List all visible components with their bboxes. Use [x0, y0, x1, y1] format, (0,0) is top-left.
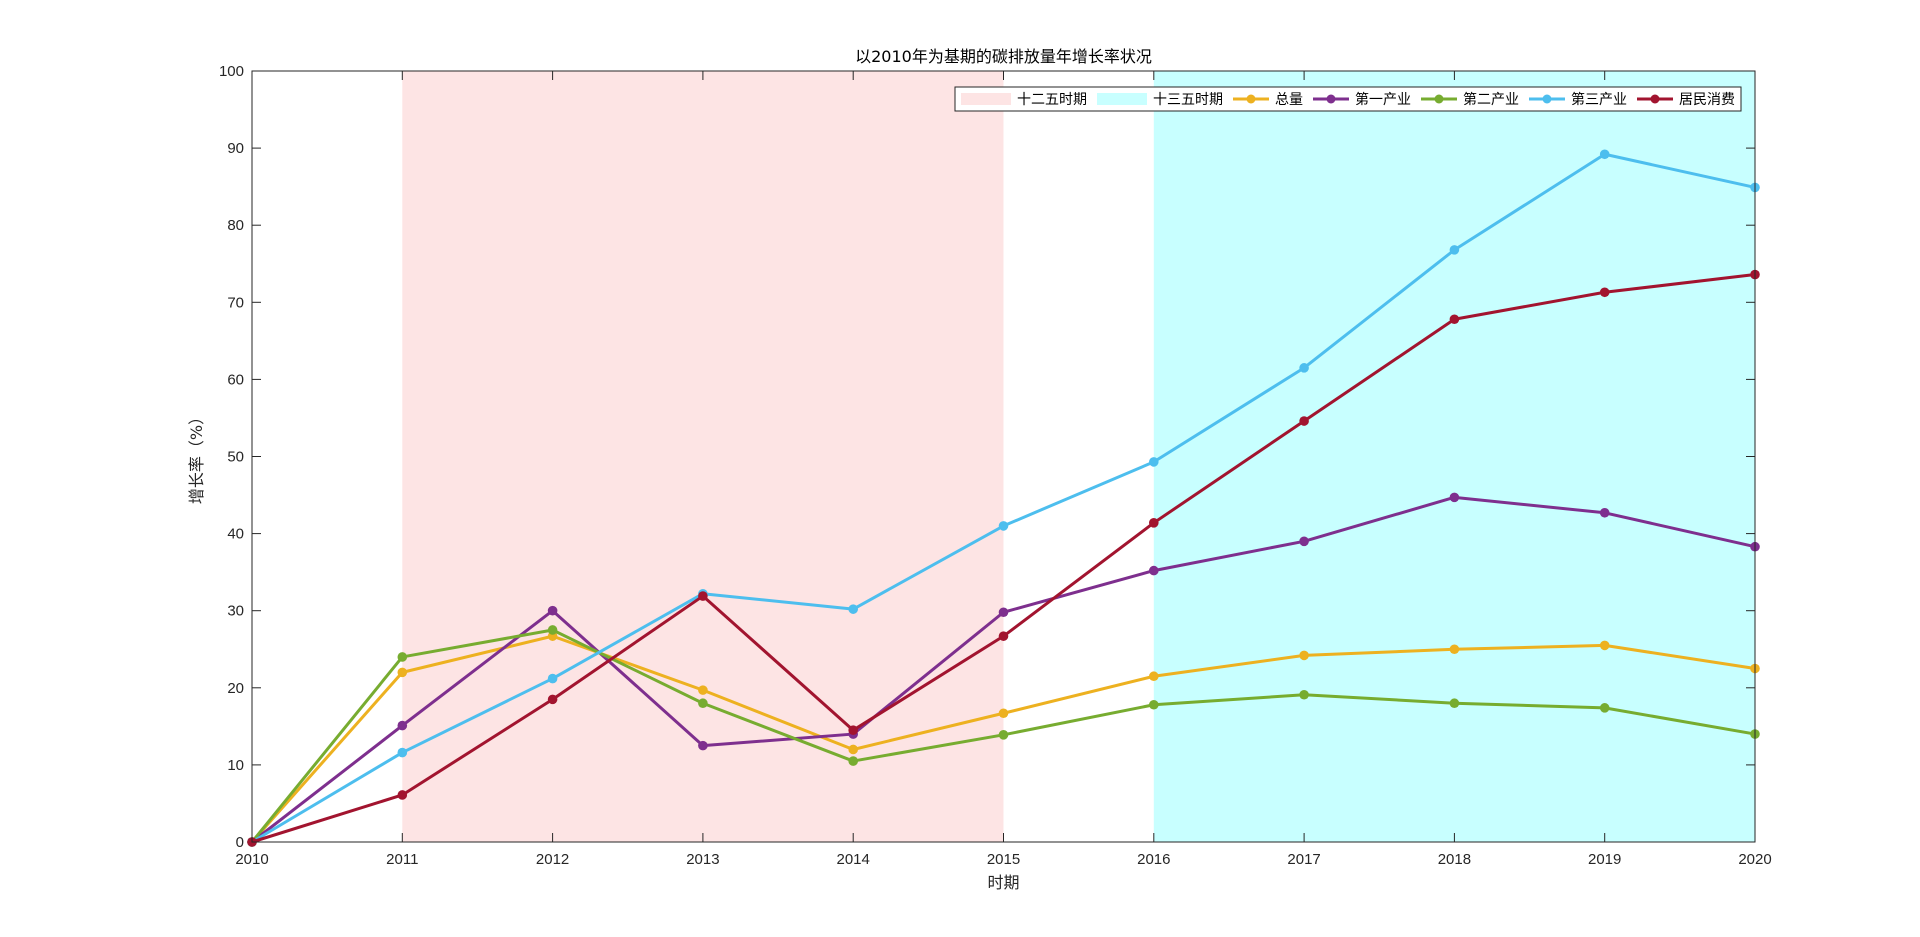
legend-entry-4: 第一产业	[1313, 91, 1411, 108]
x-tick-label: 2015	[987, 851, 1020, 868]
y-tick-label: 60	[227, 371, 244, 388]
data-point	[848, 756, 858, 766]
data-point	[1449, 492, 1460, 503]
data-point	[397, 747, 408, 758]
data-point	[1149, 457, 1159, 467]
legend-entry-1: 十二五时期	[961, 92, 1087, 108]
series-3	[247, 625, 1760, 847]
legend-label: 总量	[1275, 92, 1303, 108]
legend-label: 十三五时期	[1153, 92, 1223, 108]
data-point	[698, 591, 708, 601]
data-point	[1299, 689, 1309, 700]
data-point	[1449, 698, 1460, 709]
y-tick-label: 90	[227, 140, 244, 157]
data-point	[698, 698, 708, 709]
x-tick-label: 2018	[1438, 851, 1471, 868]
x-tick-label: 2020	[1738, 851, 1771, 868]
data-point	[1449, 314, 1460, 325]
data-point	[848, 604, 858, 614]
y-tick-label: 50	[227, 449, 244, 466]
data-point	[1149, 699, 1159, 710]
data-point	[998, 631, 1009, 641]
legend-swatch	[1233, 94, 1269, 104]
legend-swatch	[1421, 94, 1457, 104]
data-point	[848, 744, 858, 755]
period-band-2	[1153, 71, 1755, 842]
x-tick-label: 2013	[686, 851, 719, 868]
y-tick-label: 80	[227, 217, 244, 234]
data-point	[1149, 518, 1159, 528]
y-tick-label: 20	[227, 680, 244, 697]
data-point	[397, 652, 408, 662]
legend-swatch	[1637, 94, 1673, 104]
legend-label: 第一产业	[1355, 91, 1411, 108]
legend-swatch	[1097, 93, 1147, 105]
data-point	[547, 625, 558, 635]
legend-entry-2: 十三五时期	[1097, 92, 1223, 108]
x-tick-label: 2010	[235, 851, 268, 868]
data-point	[547, 673, 558, 684]
legend-entry-5: 第二产业	[1421, 91, 1519, 108]
y-tick-label: 0	[236, 834, 244, 851]
x-tick-label: 2019	[1588, 851, 1621, 868]
data-point	[998, 607, 1009, 618]
axes: 2010 2011 2012 2013 2014 2015 2016 2017 2018 2019…	[219, 63, 1772, 868]
series-lines	[247, 149, 1760, 847]
x-tick-label: 2012	[536, 851, 569, 868]
data-point	[1299, 650, 1309, 661]
data-point	[1149, 671, 1159, 682]
chart-title: 以2010年为基期的碳排放量年增长率状况	[855, 47, 1152, 66]
data-point	[698, 685, 708, 695]
x-tick-label: 2016	[1137, 851, 1170, 868]
period-band-1	[402, 71, 1004, 842]
y-tick-label: 30	[227, 603, 244, 620]
legend-label: 十二五时期	[1017, 92, 1087, 108]
data-point	[698, 740, 708, 751]
legend-label: 居民消费	[1679, 92, 1735, 108]
data-point	[1299, 536, 1309, 547]
data-point	[998, 708, 1009, 719]
legend: 十二五时期 十三五时期 总量 第一产业 第二产业 第三产业 居民消费	[954, 86, 1742, 112]
data-point	[1299, 363, 1309, 373]
x-tick-label: 2017	[1287, 851, 1320, 868]
data-point	[1599, 149, 1610, 160]
data-point	[547, 694, 558, 705]
data-point	[998, 730, 1009, 740]
data-point	[547, 605, 558, 616]
legend-swatch	[961, 93, 1011, 105]
data-point	[1449, 245, 1460, 255]
y-axis-title: 增长率（%）	[187, 409, 206, 504]
data-point	[397, 667, 408, 678]
data-point	[1149, 565, 1159, 576]
legend-label: 第三产业	[1571, 91, 1627, 108]
data-point	[1599, 640, 1610, 651]
legend-swatch	[1529, 94, 1565, 104]
y-tick-label: 70	[227, 294, 244, 311]
data-point	[397, 790, 408, 800]
data-point	[1299, 416, 1309, 426]
x-tick-label: 2011	[386, 851, 418, 868]
legend-swatch	[1313, 94, 1349, 104]
x-tick-label: 2014	[837, 851, 870, 868]
y-tick-label: 40	[227, 526, 244, 543]
data-point	[1449, 644, 1460, 655]
y-tick-label: 10	[227, 757, 244, 774]
data-point	[1599, 287, 1610, 298]
y-tick-label: 100	[219, 63, 244, 80]
data-point	[998, 521, 1009, 531]
legend-entry-3: 总量	[1233, 92, 1303, 108]
legend-entry-6: 第三产业	[1529, 91, 1627, 108]
data-point	[397, 720, 408, 731]
data-point	[1599, 703, 1610, 713]
data-point	[848, 725, 858, 736]
data-point	[1599, 507, 1610, 518]
legend-label: 第二产业	[1463, 91, 1519, 108]
period-bands	[252, 71, 1755, 842]
legend-entry-7: 居民消费	[1637, 92, 1735, 108]
x-axis-title: 时期	[987, 873, 1019, 892]
